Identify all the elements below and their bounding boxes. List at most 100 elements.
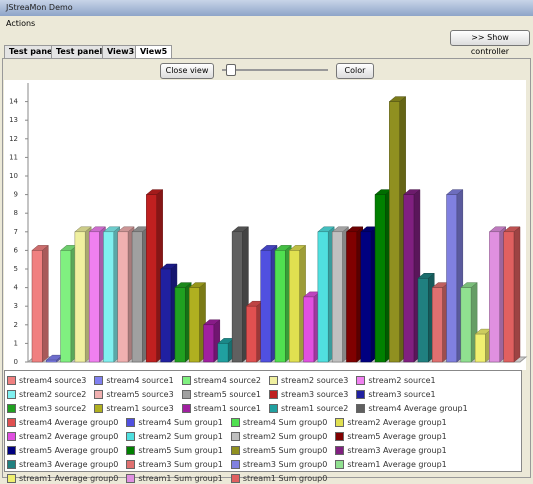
legend-swatch [94,403,104,413]
bar [117,231,129,363]
legend-label: stream5 Average group0 [19,445,119,455]
legend-swatch [268,389,278,399]
legend-label: stream3 source2 [19,403,87,413]
legend-label: stream4 source2 [193,375,261,385]
legend-item: stream1 Average group0 [7,472,118,484]
bar [331,231,343,363]
legend-label: stream1 Sum group1 [138,473,223,483]
legend-item: stream2 Sum group1 [126,430,223,442]
bar [274,250,286,363]
bar [503,231,515,363]
y-tick-label: 4 [14,284,19,292]
legend-swatch [230,459,240,469]
bar [417,278,429,363]
close-view-button[interactable]: Close view [160,63,214,79]
y-tick-label: 2 [14,321,18,329]
legend-label: stream2 Average group0 [19,431,119,441]
y-tick-label: 7 [14,228,18,236]
bar [346,231,358,363]
legend-swatch [268,375,278,385]
legend-label: stream1 Average group1 [347,459,447,469]
bar [131,231,143,363]
y-tick-label: 1 [14,339,18,347]
legend-swatch [94,389,104,399]
legend-label: stream4 Sum group0 [242,417,328,427]
legend-item: stream3 source2 [7,402,86,414]
bar [246,305,257,363]
bar-side [42,244,49,363]
legend-swatch [126,445,136,455]
color-button[interactable]: Color [336,63,374,79]
tab[interactable]: View5 [135,45,173,58]
legend-item: stream3 Average group1 [335,444,447,456]
y-tick-label: 11 [9,153,18,161]
bar [146,194,157,363]
legend-item: stream1 Sum group0 [230,472,328,484]
legend-swatch [7,389,16,399]
slider-track [222,69,328,71]
bar [360,231,372,363]
legend-swatch [335,431,345,441]
bar [74,231,86,363]
legend-swatch [126,417,136,427]
legend-label: stream3 Sum group1 [138,459,223,469]
y-tick-label: 5 [14,265,18,273]
legend-swatch [7,473,16,483]
legend-item: stream2 Average group1 [335,416,447,428]
legend-label: stream1 Average group0 [19,473,119,483]
bar [303,296,315,363]
legend-item: stream1 source2 [268,402,349,414]
y-tick-label: 12 [9,135,18,143]
legend-label: stream1 Sum group0 [242,473,328,483]
bar [460,287,472,363]
bar [317,231,329,363]
show-controller-button[interactable]: >> Show controller [450,30,530,56]
legend-swatch [230,431,240,441]
bar [431,287,443,363]
legend-label: stream3 Average group1 [347,445,447,455]
legend-swatch [356,403,366,413]
legend-swatch [7,403,16,413]
legend-label: stream3 Sum group0 [242,459,328,469]
legend-swatch [7,459,16,469]
legend-label: stream5 Sum group1 [138,445,223,455]
legend-item: stream4 source3 [7,374,86,386]
legend-item: stream1 source3 [94,402,174,414]
bar [88,231,100,363]
bar [260,250,272,363]
legend-swatch [335,459,345,469]
bar [289,250,300,363]
legend-item: stream3 Average group0 [7,458,118,470]
legend-swatch [181,375,191,385]
legend-swatch [356,375,366,385]
menu-item[interactable]: Actions [6,19,36,28]
legend-item: stream2 Sum group0 [230,430,327,442]
slider-thumb[interactable] [226,64,236,76]
bar [174,287,186,363]
bar [203,324,215,363]
legend-swatch [7,431,16,441]
legend-item: stream2 Average group0 [7,430,118,442]
y-tick-label: 6 [14,246,19,254]
legend-item: stream1 source1 [181,402,261,414]
legend-item: stream5 Sum group1 [126,444,223,456]
y-tick-label: 0 [14,358,18,366]
bar [474,333,486,363]
y-tick-label: 3 [14,302,18,310]
legend-item: stream5 source3 [94,388,174,400]
y-tick-label: 10 [9,172,18,180]
legend-item: stream4 Average group1 [356,402,468,414]
legend-label: stream3 source1 [368,389,436,399]
tab[interactable]: View3 [102,45,140,58]
y-tick-label: 13 [9,116,18,124]
legend-item: stream2 source2 [7,388,86,400]
legend-item: stream5 Average group0 [7,444,118,456]
legend-item: stream4 Sum group0 [230,416,328,428]
legend-swatch [7,417,16,427]
bar [103,231,115,363]
legend-label: stream1 source2 [280,403,349,413]
legend-item: stream1 Average group1 [335,458,447,470]
y-tick-label: 9 [14,191,18,199]
legend-label: stream3 Average group0 [19,459,119,469]
